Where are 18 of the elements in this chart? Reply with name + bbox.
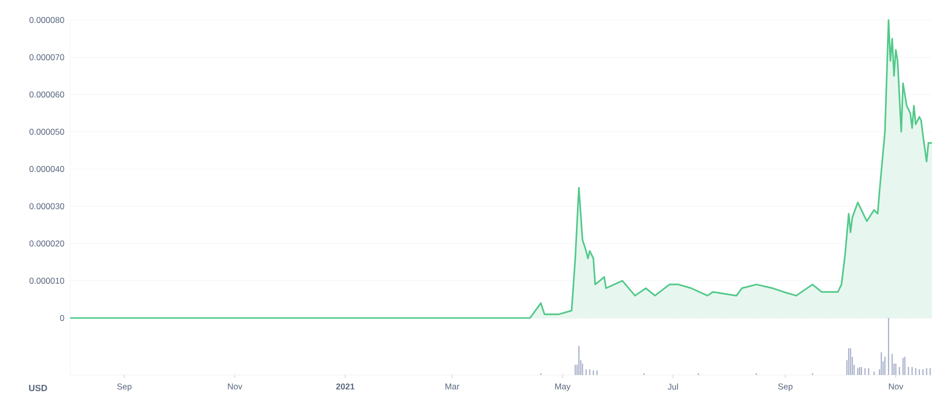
x-tick-label: Sep xyxy=(117,384,132,392)
x-tick-label: Nov xyxy=(228,384,242,390)
y-tick-label: 0.000080 xyxy=(29,17,64,23)
y-tick-label: 0.000060 xyxy=(29,92,64,98)
y-tick-label: 0.000020 xyxy=(29,240,64,246)
y-tick-label: 0.000070 xyxy=(29,54,64,60)
text: USD xyxy=(29,384,48,392)
y-tick-label: 0.000030 xyxy=(29,203,64,210)
y-tick-label: 0.000010 xyxy=(29,278,64,284)
y-tick-label: 0 xyxy=(60,315,64,321)
x-tick-label: May xyxy=(555,384,571,392)
x-tick-label: 2021 xyxy=(336,384,354,390)
x-tick-label: Jul xyxy=(668,384,678,390)
y-tick-label: 0.000040 xyxy=(29,166,64,172)
x-tick-label: Mar xyxy=(446,384,460,390)
x-tick-label: Nov xyxy=(888,384,904,390)
y-tick-label: 0.000050 xyxy=(29,128,64,135)
x-tick-label: Sep xyxy=(778,384,793,392)
